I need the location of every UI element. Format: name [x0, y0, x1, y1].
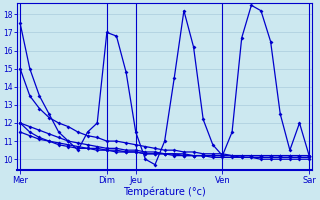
X-axis label: Température (°c): Température (°c)	[123, 186, 206, 197]
